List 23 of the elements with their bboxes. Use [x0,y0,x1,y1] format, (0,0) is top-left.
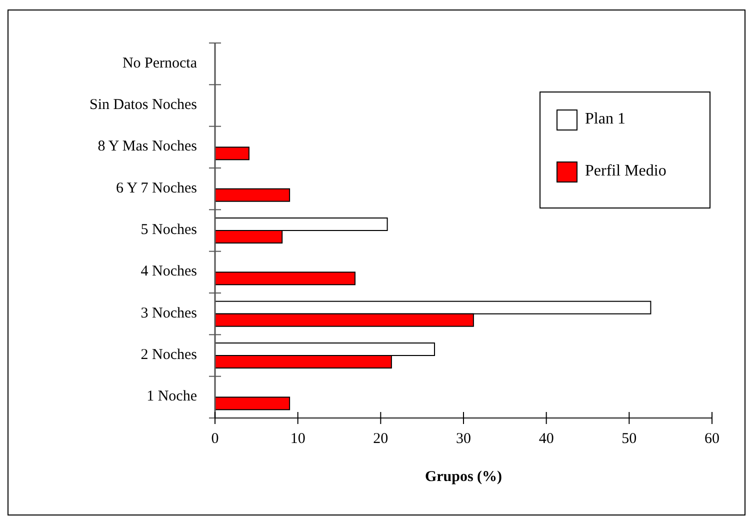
y-tick-label: 6 Y 7 Noches [116,180,198,196]
x-tick-label: 30 [456,431,471,447]
bar [214,272,356,286]
y-tick-label: 5 Noches [140,222,198,238]
y-tick-label: 8 Y Mas Noches [98,138,198,155]
x-tick-label: 20 [373,431,388,447]
x-tick-label: 50 [622,431,637,447]
y-tick-label: No Pernocta [122,55,198,72]
y-tick-label: 3 Noches [140,305,198,322]
x-tick-label: 40 [538,431,554,447]
legend-label: Plan 1 [585,110,626,128]
x-axis-title: Grupos (%) [424,469,502,485]
y-tick-label: 2 Noches [140,346,198,363]
bar [214,396,290,410]
bar [214,146,250,160]
x-tick-label: 60 [704,431,720,447]
y-tick-label: Sin Datos Noches [90,96,198,113]
x-tick-label: 0 [211,431,219,447]
legend-label: Perfil Medio [585,162,666,180]
y-tick-label: 1 Noche [146,388,198,405]
y-tick-label: 4 Noches [140,264,198,280]
bar [214,188,290,202]
x-tick-label: 10 [290,431,306,447]
